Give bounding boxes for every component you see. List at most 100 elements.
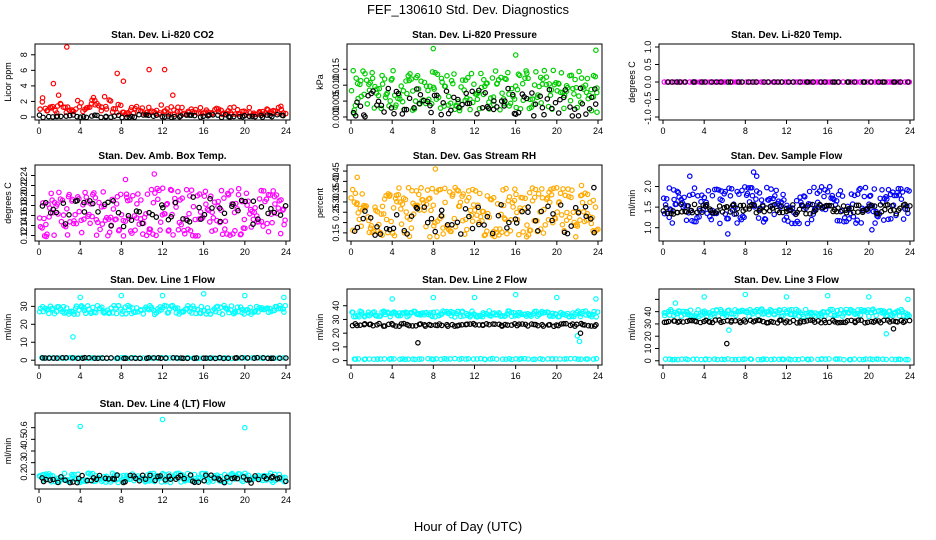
data-point xyxy=(552,99,559,106)
data-point xyxy=(868,79,874,85)
data-point xyxy=(681,194,688,201)
data-point xyxy=(238,231,244,237)
data-point xyxy=(711,356,718,362)
data-point xyxy=(504,225,510,231)
data-point xyxy=(751,202,758,209)
data-point xyxy=(390,225,397,232)
data-point xyxy=(575,93,582,99)
data-point xyxy=(837,208,844,215)
data-point xyxy=(501,98,508,104)
data-point xyxy=(82,189,88,196)
plot-points xyxy=(36,44,289,120)
data-point xyxy=(687,307,694,314)
x-tick-label: 0 xyxy=(36,126,41,136)
data-point xyxy=(497,107,503,113)
data-point xyxy=(36,308,43,315)
data-point xyxy=(219,231,226,238)
data-point xyxy=(241,216,248,223)
data-point xyxy=(900,216,907,222)
data-point xyxy=(594,309,601,315)
data-point xyxy=(264,112,271,118)
data-point xyxy=(525,204,532,210)
x-tick-label: 24 xyxy=(593,126,603,136)
x-tick-label: 4 xyxy=(78,495,83,505)
data-point xyxy=(77,114,84,120)
data-point xyxy=(224,474,230,481)
data-point xyxy=(228,303,235,309)
series-1 xyxy=(37,44,289,118)
data-point xyxy=(186,219,193,225)
data-point xyxy=(474,356,480,362)
data-point xyxy=(871,186,878,192)
data-point xyxy=(516,72,523,79)
data-point xyxy=(150,113,157,120)
data-point xyxy=(189,232,196,239)
data-point xyxy=(684,356,691,363)
data-point xyxy=(359,191,366,197)
data-point xyxy=(561,229,568,236)
data-point xyxy=(450,94,457,101)
data-point xyxy=(678,201,685,208)
data-point xyxy=(39,355,46,361)
data-point xyxy=(726,307,732,314)
data-point xyxy=(691,201,698,208)
data-point xyxy=(893,192,900,199)
data-point xyxy=(511,186,518,193)
outlier-point xyxy=(724,231,731,237)
panel-6: Stan. Dev. Sample Flow ml/min 0 4 8 12 16 20 24 1… xyxy=(627,151,915,257)
data-point xyxy=(406,95,413,102)
data-point xyxy=(406,322,412,329)
panel-title: Stan. Dev. Line 3 Flow xyxy=(734,275,839,286)
data-point xyxy=(69,355,76,361)
data-point xyxy=(590,356,597,362)
data-point xyxy=(788,207,794,214)
data-point xyxy=(95,219,101,226)
data-point xyxy=(539,356,546,363)
data-point xyxy=(391,356,397,362)
x-tick-label: 20 xyxy=(552,126,562,136)
x-tick-label: 8 xyxy=(119,371,124,381)
data-point xyxy=(899,189,906,195)
data-point xyxy=(441,185,448,192)
x-tick-label: 24 xyxy=(905,126,915,136)
data-point xyxy=(195,110,202,116)
data-point xyxy=(797,318,804,324)
data-point xyxy=(799,356,806,362)
x-tick-label: 16 xyxy=(823,126,833,136)
data-point xyxy=(249,113,256,120)
y-tick-label: 20 xyxy=(643,331,653,341)
data-point xyxy=(58,474,64,480)
data-point xyxy=(880,217,887,223)
data-point xyxy=(451,71,457,77)
data-point xyxy=(115,101,122,108)
data-point xyxy=(155,196,161,203)
data-point xyxy=(716,203,723,209)
data-point xyxy=(777,204,784,210)
data-point xyxy=(660,208,667,214)
data-point xyxy=(558,70,565,76)
data-point xyxy=(531,82,538,88)
data-point xyxy=(54,355,60,361)
data-point xyxy=(136,111,142,118)
data-point xyxy=(768,186,774,192)
data-point xyxy=(727,193,734,199)
y-tick-label: 0.0 xyxy=(643,76,653,89)
data-point xyxy=(857,185,863,192)
data-point xyxy=(95,209,101,215)
data-point xyxy=(516,321,522,328)
data-point xyxy=(666,185,673,191)
data-point xyxy=(190,194,197,200)
data-point xyxy=(374,356,381,362)
data-point xyxy=(498,202,504,208)
data-point xyxy=(709,192,716,199)
data-point xyxy=(459,101,465,108)
panel-2: Stan. Dev. Li-820 Pressure kPa 0 4 8 12 16 20 24… xyxy=(315,30,603,136)
data-point xyxy=(424,187,431,193)
data-point xyxy=(456,356,463,363)
data-point xyxy=(125,212,132,219)
data-point xyxy=(698,79,705,85)
data-point xyxy=(771,202,778,208)
series-2 xyxy=(351,184,598,238)
data-point xyxy=(108,223,114,229)
data-point xyxy=(438,207,445,214)
